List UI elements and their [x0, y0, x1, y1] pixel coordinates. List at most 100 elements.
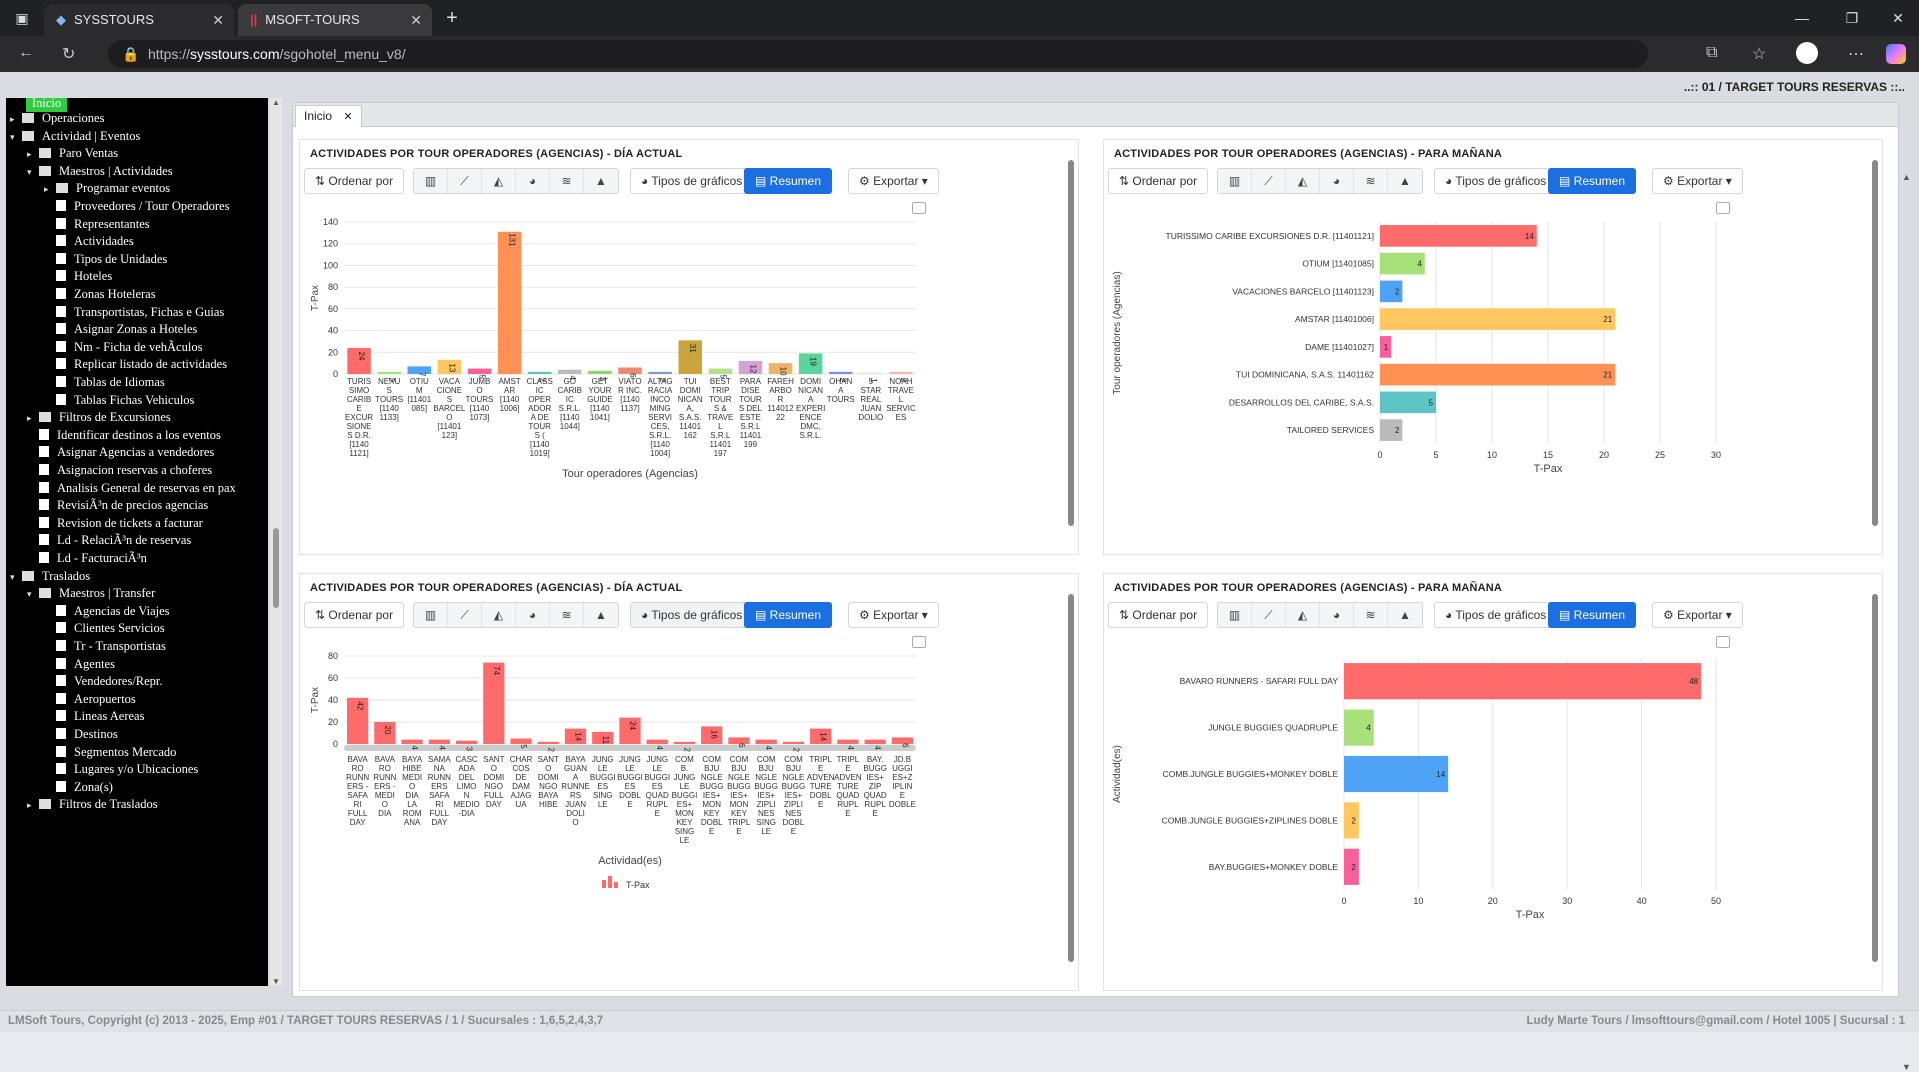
- sidebar-item[interactable]: Zona(s): [44, 777, 113, 797]
- scrollbar-thumb[interactable]: [273, 528, 279, 608]
- chevron-down-icon[interactable]: ▾: [10, 571, 15, 582]
- restore-icon[interactable]: ❐: [1845, 10, 1859, 26]
- area-chart-icon[interactable]: ◭: [482, 603, 516, 627]
- sidebar-item[interactable]: Transportistas, Fichas e Guias: [44, 302, 224, 322]
- area-chart-icon[interactable]: ◭: [1286, 169, 1320, 193]
- panel-scrollbar[interactable]: [1066, 146, 1076, 546]
- sidebar-item[interactable]: ▾ Traslados: [10, 566, 90, 586]
- new-tab-icon[interactable]: +: [446, 7, 458, 29]
- line-chart-icon[interactable]: ⟋: [1252, 603, 1286, 627]
- chart-types-button[interactable]: ◕ Tipos de gráficos: [630, 168, 754, 194]
- sidebar-item[interactable]: Nm - Ficha de vehÃculos: [44, 337, 202, 357]
- panel-scrollbar[interactable]: [1870, 146, 1880, 546]
- sidebar-item[interactable]: Replicar listado de actividades: [44, 354, 227, 374]
- bar-chart-icon[interactable]: ▥: [1218, 169, 1252, 193]
- summary-button[interactable]: ▤ Resumen: [744, 168, 833, 194]
- browser-tab-sysstours[interactable]: ◆ SYSSTOURS ✕: [44, 4, 234, 36]
- chevron-down-icon[interactable]: ▾: [27, 166, 32, 177]
- chevron-right-icon[interactable]: ▸: [27, 413, 32, 424]
- summary-button[interactable]: ▤ Resumen: [1548, 168, 1637, 194]
- export-button[interactable]: ⚙ Exportar ▾: [848, 168, 939, 194]
- scroll-up-icon[interactable]: ▲: [1902, 172, 1911, 182]
- pie-chart-icon[interactable]: ◕: [516, 603, 550, 627]
- sidebar-item[interactable]: RevisiÃ³n de precios agencias: [27, 495, 208, 515]
- sidebar-item[interactable]: Destinos: [44, 724, 118, 744]
- sidebar-item[interactable]: ▸ Programar eventos: [44, 178, 170, 198]
- tab-actions-icon[interactable]: ▣: [15, 10, 29, 26]
- chevron-down-icon[interactable]: ▾: [27, 589, 32, 600]
- more-menu-icon[interactable]: ⋯: [1848, 46, 1864, 63]
- stack-icon[interactable]: ≋: [550, 603, 584, 627]
- scrollbar-thumb[interactable]: [1872, 160, 1878, 526]
- browser-tab-msoft[interactable]: || MSOFT-TOURS ✕: [238, 4, 432, 36]
- area-chart-icon[interactable]: ◭: [1286, 603, 1320, 627]
- chart-menu-icon[interactable]: [912, 202, 926, 214]
- sidebar-item[interactable]: Tablas Fichas Vehiculos: [44, 390, 194, 410]
- chart-menu-icon[interactable]: [1716, 636, 1730, 648]
- pie-chart-icon[interactable]: ◕: [1320, 603, 1354, 627]
- sidebar-item[interactable]: Lugares y/o Ubicaciones: [44, 759, 198, 779]
- chart-types-button[interactable]: ◕ Tipos de gráficos: [1434, 602, 1558, 628]
- line-chart-icon[interactable]: ⟋: [448, 169, 482, 193]
- line-chart-icon[interactable]: ⟋: [448, 603, 482, 627]
- sidebar-item[interactable]: Aeropuertos: [44, 689, 136, 709]
- pyramid-icon[interactable]: ▲: [1399, 608, 1411, 622]
- close-tab-icon[interactable]: ✕: [343, 111, 353, 123]
- sidebar-item[interactable]: Clientes Servicios: [44, 618, 165, 638]
- sort-button[interactable]: ⇅ Ordenar por: [1108, 602, 1209, 628]
- page-scrollbar[interactable]: ▲ ▼: [1900, 172, 1914, 1072]
- chart-menu-icon[interactable]: [912, 636, 926, 648]
- stack-icon[interactable]: ≋: [1354, 603, 1388, 627]
- chart-menu-icon[interactable]: [1716, 202, 1730, 214]
- sidebar-item[interactable]: ▸ Paro Ventas: [27, 143, 118, 163]
- sidebar-item[interactable]: Tablas de Idiomas: [44, 372, 165, 392]
- sidebar-item[interactable]: Proveedores / Tour Operadores: [44, 196, 229, 216]
- profile-avatar[interactable]: [1796, 42, 1818, 64]
- sidebar-item[interactable]: Agencias de Viajes: [44, 601, 170, 621]
- sidebar-item[interactable]: Zonas Hoteleras: [44, 284, 156, 304]
- close-window-icon[interactable]: ✕: [1892, 10, 1904, 26]
- export-button[interactable]: ⚙ Exportar ▾: [848, 602, 939, 628]
- sort-button[interactable]: ⇅ Ordenar por: [304, 602, 405, 628]
- sidebar-item[interactable]: ▾ Actividad | Eventos: [10, 126, 140, 146]
- copilot-icon[interactable]: [1886, 44, 1906, 64]
- chevron-right-icon[interactable]: ▸: [27, 800, 32, 811]
- sidebar-item[interactable]: Revision de tickets a facturar: [27, 513, 203, 533]
- reload-icon[interactable]: ↻: [62, 46, 76, 63]
- chevron-down-icon[interactable]: ▾: [10, 131, 15, 142]
- summary-button[interactable]: ▤ Resumen: [744, 602, 833, 628]
- scroll-down-icon[interactable]: ▼: [272, 977, 280, 986]
- sidebar-item[interactable]: Tipos de Unidades: [44, 249, 167, 269]
- sidebar-item[interactable]: Ld - RelaciÃ³n de reservas: [27, 530, 191, 550]
- panel-scrollbar[interactable]: [1870, 580, 1880, 982]
- sidebar-item[interactable]: Agentes: [44, 654, 115, 674]
- sidebar-item[interactable]: ▸ Filtros de Traslados: [27, 794, 158, 814]
- sidebar-item[interactable]: Asignar Agencias a vendedores: [27, 442, 214, 462]
- sidebar-item[interactable]: Lineas Aereas: [44, 706, 144, 726]
- pie-chart-icon[interactable]: ◕: [1320, 169, 1354, 193]
- pyramid-icon[interactable]: ▲: [1399, 174, 1411, 188]
- pyramid-icon[interactable]: ▲: [595, 174, 607, 188]
- scroll-down-icon[interactable]: ▼: [1902, 1062, 1911, 1072]
- bar-chart-icon[interactable]: ▥: [414, 169, 448, 193]
- pie-chart-icon[interactable]: ◕: [516, 169, 550, 193]
- sidebar-item[interactable]: ▸ Filtros de Excursiones: [27, 407, 171, 427]
- sidebar-item[interactable]: Hoteles: [44, 266, 112, 286]
- minimize-icon[interactable]: —: [1795, 10, 1809, 26]
- sidebar-item[interactable]: Segmentos Mercado: [44, 742, 176, 762]
- stack-icon[interactable]: ≋: [1354, 169, 1388, 193]
- close-tab-icon[interactable]: ✕: [410, 12, 422, 28]
- sidebar-item[interactable]: ▾ Maestros | Transfer: [27, 583, 155, 603]
- sidebar-item[interactable]: Representantes: [44, 214, 150, 234]
- sidebar-item[interactable]: Ld - FacturaciÃ³n: [27, 548, 147, 568]
- stack-icon[interactable]: ≋: [550, 169, 584, 193]
- line-chart-icon[interactable]: ⟋: [1252, 169, 1286, 193]
- extensions-icon[interactable]: ⧉: [1706, 44, 1718, 61]
- export-button[interactable]: ⚙ Exportar ▾: [1652, 168, 1743, 194]
- close-tab-icon[interactable]: ✕: [212, 12, 224, 28]
- chevron-right-icon[interactable]: ▸: [10, 114, 15, 124]
- sidebar-start-item[interactable]: Inicio: [26, 98, 68, 112]
- sort-button[interactable]: ⇅ Ordenar por: [1108, 168, 1209, 194]
- chart-types-button[interactable]: ◕ Tipos de gráficos: [1434, 168, 1558, 194]
- sort-button[interactable]: ⇅ Ordenar por: [304, 168, 405, 194]
